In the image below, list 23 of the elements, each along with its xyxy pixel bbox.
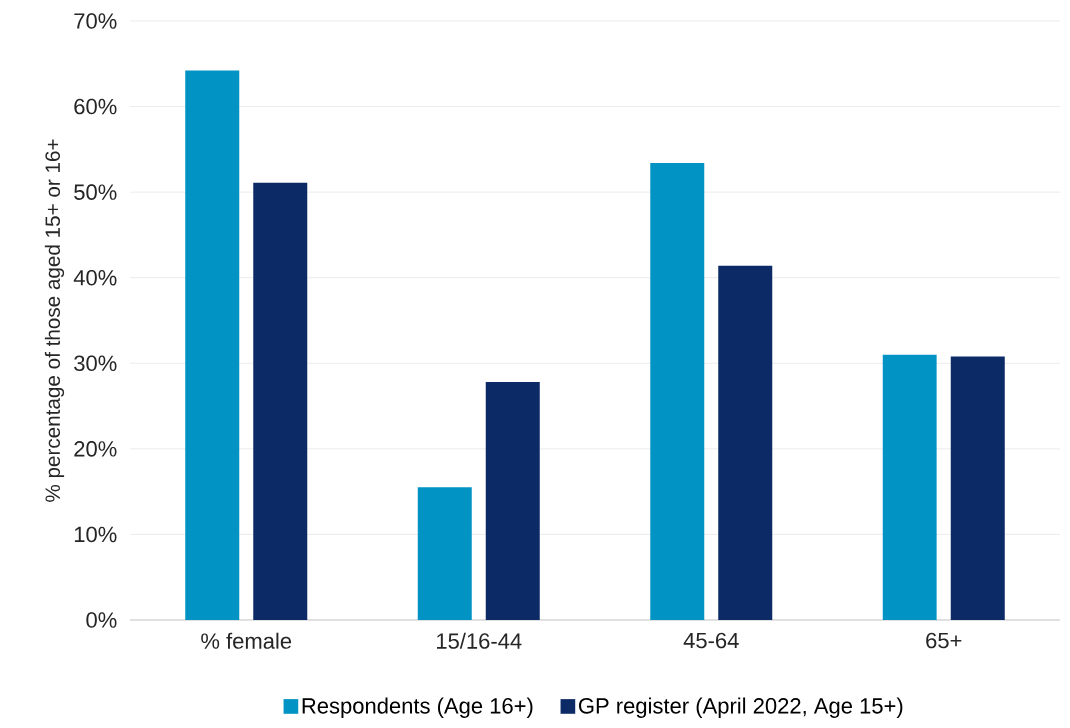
legend-label: GP register (April 2022, Age 15+) [578,697,903,718]
y-tick-label: 10% [74,526,117,543]
bar [650,163,705,620]
y-tick-label: 50% [74,184,117,200]
x-tick-label: % female [201,632,292,649]
bar [718,265,773,620]
x-tick-label: 65+ [926,632,962,649]
y-tick-label: 20% [74,441,117,457]
legend-label: Respondents (Age 16+) [302,697,533,718]
x-tick-label: 45-64 [683,632,739,649]
bar [185,70,240,620]
y-tick-label: 0% [86,612,117,628]
bar [950,356,1005,620]
x-tick-label: 15/16-44 [437,632,522,649]
y-tick-label: 30% [74,355,117,372]
y-axis-title: % percentage of those aged 15+ or 16+ [44,139,65,502]
y-tick-label: 60% [74,98,117,115]
bar [882,354,937,620]
y-tick-label: 40% [73,269,117,286]
bar [253,182,308,620]
bar [417,487,472,620]
y-tick-label: 70% [74,13,117,29]
bar [485,382,540,620]
